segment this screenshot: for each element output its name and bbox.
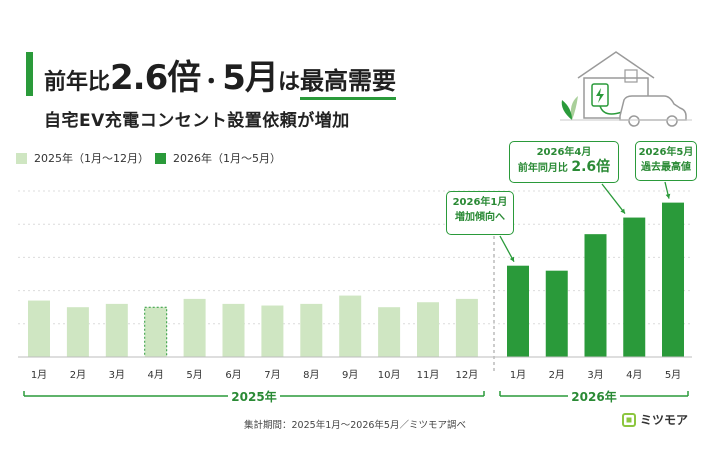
callout-apr-line2: 前年同月比 — [517, 163, 568, 174]
bar-2025年-2月 — [66, 307, 89, 357]
headline-prefix: 前年比 — [44, 70, 111, 95]
bar-2026年-2月 — [545, 270, 568, 357]
headline-dot: ・ — [200, 70, 223, 95]
bar-2025年-3月 — [105, 303, 128, 357]
legend-item-2026: 2026年（1月〜5月） — [155, 150, 281, 166]
callout-apr-arrow — [601, 183, 626, 214]
tick-label: 4月 — [148, 369, 164, 381]
bar-2025年-12月 — [455, 298, 478, 357]
bar-2025年-11月 — [417, 302, 439, 357]
house-window-icon — [624, 69, 638, 83]
headline-ratio: 2.6倍 — [110, 58, 201, 98]
legend-label-2026: 2026年（1月〜5月） — [173, 152, 281, 165]
bar-2025年-7月 — [261, 305, 284, 357]
tick-label: 12月 — [456, 369, 479, 381]
callout-apr-arrow-head — [620, 208, 625, 214]
brand-logo-icon — [622, 412, 636, 427]
callout-may-line2: 過去最高値 — [641, 162, 691, 173]
tick-label: 1月 — [31, 369, 47, 381]
tick-label: 4月 — [626, 369, 642, 381]
callout-2026-apr: 2026年4月 前年同月比 2.6倍 — [509, 141, 619, 183]
tick-label: 5月 — [665, 369, 681, 381]
tick-label: 2月 — [70, 369, 86, 381]
callout-apr-line2-wrap: 前年同月比 2.6倍 — [510, 160, 618, 176]
tick-label: 11月 — [417, 369, 440, 381]
tick-label: 3月 — [587, 369, 603, 381]
legend-item-2025: 2025年（1月〜12月） — [16, 150, 149, 166]
tick-label: 7月 — [264, 369, 280, 381]
lightning-icon — [596, 88, 604, 103]
legend-swatch-2025 — [16, 152, 27, 164]
bar-2025年-10月 — [378, 307, 401, 357]
tick-label: 3月 — [109, 369, 125, 381]
bar-2026年-4月 — [623, 217, 646, 357]
headline: 前年比 2.6倍 ・ 5月 は 最高需要 — [44, 50, 396, 100]
tick-label: 9月 — [342, 369, 358, 381]
bar-2025年-9月 — [339, 295, 362, 357]
car-wheel-icon — [628, 115, 640, 127]
bar-2025年-4月-highlight — [144, 306, 168, 358]
bar-2025年-8月 — [300, 303, 323, 357]
callout-jan-line2: 増加傾向へ — [455, 212, 505, 223]
tick-label: 6月 — [225, 369, 241, 381]
callout-2026-jan: 2026年1月 増加傾向へ — [446, 191, 514, 235]
legend-swatch-2026 — [155, 152, 166, 164]
brand-name: ミツモア — [640, 413, 689, 427]
bar-2026年-3月 — [584, 234, 607, 357]
tick-label: 8月 — [303, 369, 319, 381]
house-roof-icon — [577, 51, 655, 79]
title-accent-bar — [26, 52, 33, 96]
bar-2026年-1月 — [507, 265, 529, 357]
tick-label: 10月 — [378, 369, 401, 381]
tick-label: 5月 — [186, 369, 202, 381]
headline-particle: は — [277, 70, 300, 95]
callout-may-line1: 2026年5月 — [638, 147, 694, 158]
headline-highlight: 最高需要 — [299, 61, 396, 100]
bar-2026年-5月 — [662, 202, 684, 357]
ev-car-icon — [619, 95, 687, 121]
legend-label-2025: 2025年（1月〜12月） — [34, 152, 149, 165]
footer-note: 集計期間：2025年1月〜2026年5月／ミツモア調べ — [244, 420, 466, 431]
bar-2025年-5月 — [183, 298, 206, 357]
tick-label: 1月 — [510, 369, 526, 381]
callout-jan-line1: 2026年1月 — [452, 197, 508, 208]
callout-apr-value: 2.6倍 — [571, 159, 611, 175]
callout-2026-may: 2026年5月 過去最高値 — [635, 141, 697, 181]
plant-leaf-icon — [570, 96, 578, 120]
headline-month: 5月 — [222, 58, 279, 98]
bar-2025年-6月 — [222, 303, 245, 357]
group-label-2025年: 2025年 — [231, 389, 276, 404]
callout-apr-line1: 2026年4月 — [536, 147, 592, 158]
bar-2025年-1月 — [28, 300, 50, 357]
car-wheel-icon — [666, 115, 678, 127]
callout-jan-arrow-head — [509, 256, 515, 262]
group-label-2026年: 2026年 — [571, 389, 616, 404]
callout-may-arrow-head — [665, 193, 671, 199]
callout-jan-arrow — [499, 235, 515, 263]
tick-label: 2月 — [549, 369, 565, 381]
charging-cable-icon — [599, 105, 623, 115]
plant-leaf-icon — [561, 100, 572, 120]
brand: ミツモア — [622, 411, 688, 428]
subtitle: 自宅EV充電コンセント設置依頼が増加 — [44, 111, 350, 131]
